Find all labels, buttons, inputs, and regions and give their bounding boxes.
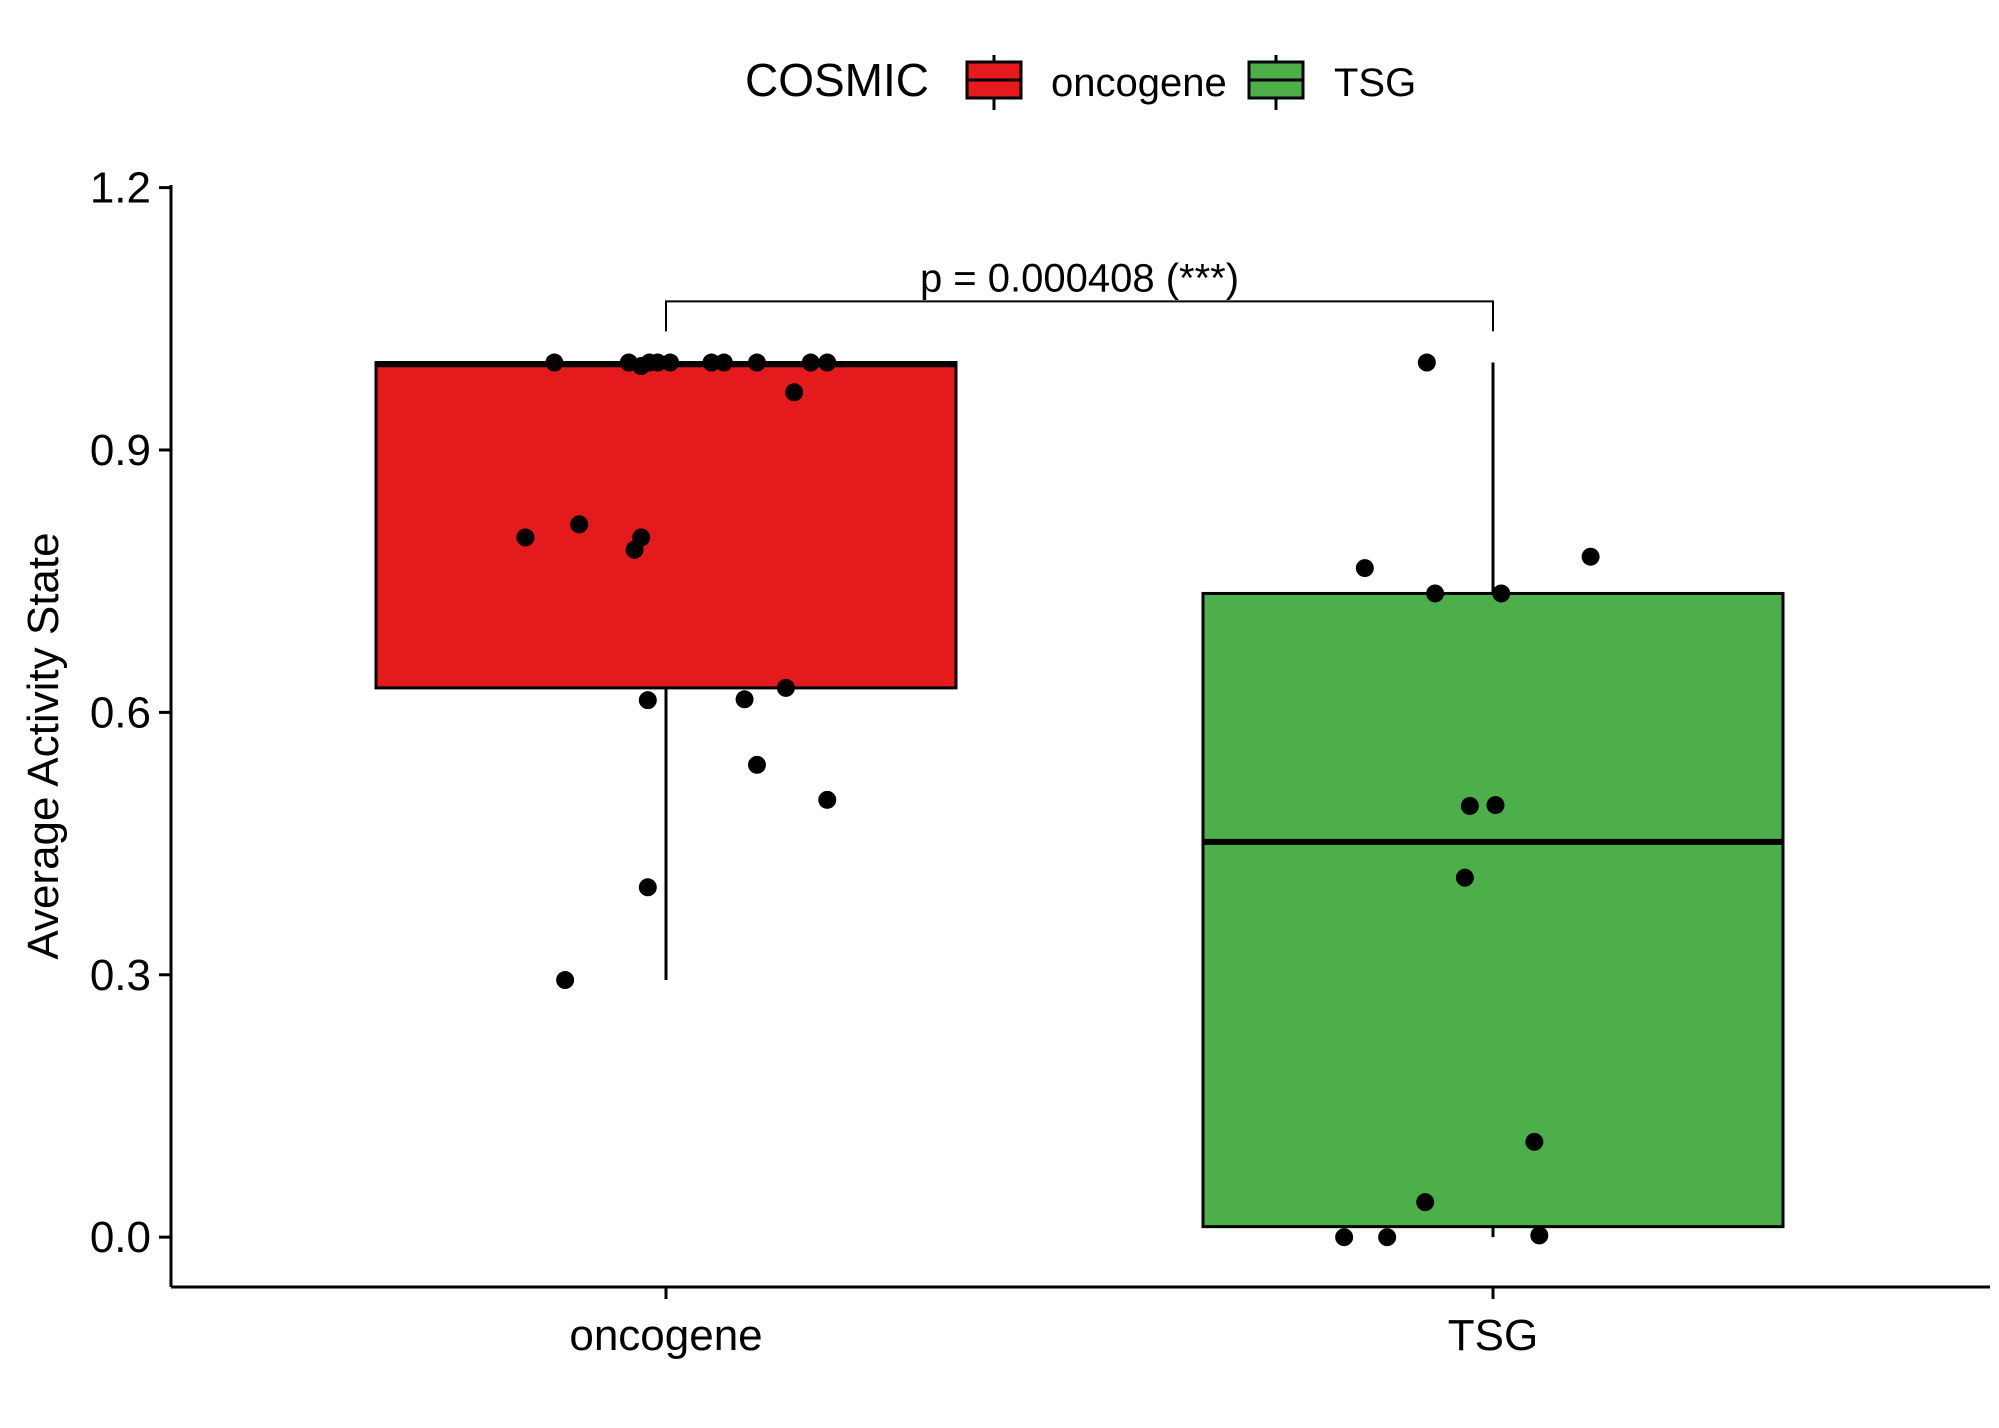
y-tick-label: 1.2 — [90, 164, 151, 213]
legend-label: oncogene — [1051, 61, 1227, 105]
box-group-oncogene — [374, 361, 958, 981]
legend: COSMIC oncogene TSG — [745, 54, 1416, 110]
data-point — [776, 678, 795, 697]
data-point — [661, 353, 680, 372]
data-point — [1525, 1132, 1544, 1151]
data-point — [1530, 1226, 1549, 1245]
data-point — [1378, 1228, 1397, 1247]
data-point — [818, 790, 837, 809]
data-point — [545, 353, 564, 372]
data-point — [1486, 796, 1505, 815]
data-point — [1460, 796, 1479, 815]
box-group-TSG — [1201, 362, 1785, 1238]
y-tick-label: 0.0 — [90, 1213, 151, 1262]
data-point — [1417, 353, 1436, 372]
data-point — [818, 353, 837, 372]
box-TSG — [1201, 591, 1785, 1229]
y-tick-label: 0.3 — [90, 951, 151, 1000]
data-point — [1335, 1228, 1354, 1247]
data-point — [1355, 559, 1374, 578]
significance-label: p = 0.000408 (***) — [920, 256, 1239, 300]
data-point — [801, 353, 820, 372]
data-point — [1581, 547, 1600, 566]
data-point — [516, 528, 535, 547]
data-point — [638, 878, 657, 897]
y-tick-label: 0.6 — [90, 688, 151, 737]
data-point — [556, 971, 575, 990]
legend-key-oncogene — [965, 55, 1023, 110]
y-tick-label: 0.9 — [90, 426, 151, 475]
x-tick-label: TSG — [1448, 1311, 1538, 1360]
data-point — [1492, 584, 1511, 603]
legend-label: TSG — [1334, 61, 1416, 105]
data-point — [1455, 868, 1474, 887]
data-point — [648, 353, 667, 372]
data-point — [702, 353, 721, 372]
data-point — [714, 353, 733, 372]
data-point — [1416, 1193, 1435, 1212]
legend-key-TSG — [1247, 55, 1305, 110]
data-point — [1426, 584, 1445, 603]
significance-bracket — [665, 300, 1494, 332]
box-oncogene — [374, 361, 958, 690]
data-point — [735, 690, 754, 709]
data-point — [785, 383, 804, 402]
legend-title: COSMIC — [745, 54, 929, 106]
x-tick-label: oncogene — [569, 1311, 762, 1360]
data-point — [570, 515, 589, 534]
data-point — [625, 540, 644, 559]
data-point — [638, 691, 657, 710]
y-axis-title: Average Activity State — [19, 532, 68, 959]
data-point — [747, 755, 766, 774]
data-point — [747, 353, 766, 372]
